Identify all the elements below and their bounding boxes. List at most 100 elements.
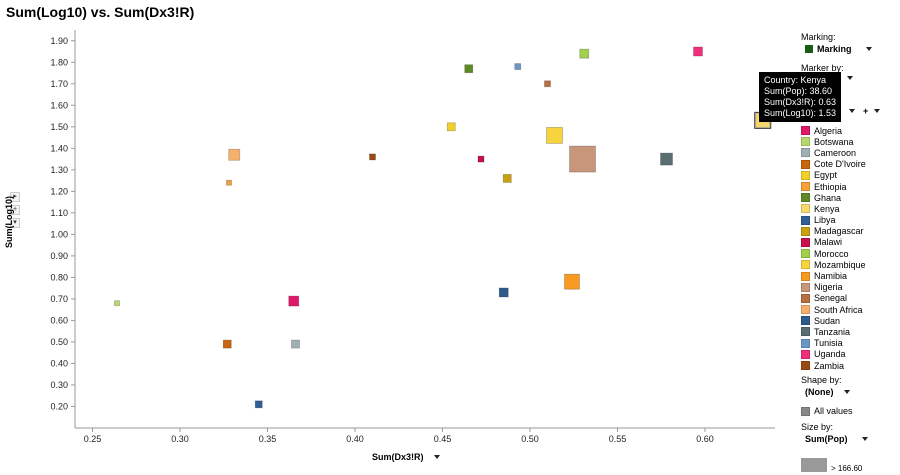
marker-by-dropdown[interactable] — [843, 76, 853, 80]
legend-swatch — [801, 305, 810, 315]
marking-color-swatch — [805, 45, 813, 53]
legend-item[interactable]: Ghana — [801, 192, 866, 203]
y-tick-label: 1.30 — [50, 165, 68, 175]
data-point-marker[interactable] — [369, 153, 376, 161]
all-values-swatch — [801, 406, 810, 416]
marking-value: Marking — [817, 44, 852, 54]
size-by-dropdown[interactable]: Sum(Pop) — [805, 434, 868, 444]
legend-label: Ethiopia — [814, 181, 847, 192]
legend-item[interactable]: Libya — [801, 215, 866, 226]
legend-swatch — [801, 271, 810, 281]
data-point-marker[interactable] — [228, 148, 241, 161]
legend-swatch — [801, 193, 810, 203]
color-add-icon[interactable]: + — [863, 106, 869, 116]
data-point-marker[interactable] — [226, 179, 232, 186]
color-legend: Algeria Botswana Cameroon Cote D'Ivoire Egyp… — [801, 125, 866, 371]
legend-item[interactable]: Kenya — [801, 203, 866, 214]
shape-by-dropdown[interactable]: (None) — [805, 387, 850, 397]
legend-item[interactable]: Cameroon — [801, 147, 866, 158]
legend-item[interactable]: Malawi — [801, 237, 866, 248]
y-axis-label[interactable]: Sum(Log10) — [4, 195, 14, 248]
legend-label: Tanzania — [814, 326, 851, 337]
y-tick-label: 1.40 — [50, 143, 68, 153]
marking-dropdown[interactable]: Marking — [805, 44, 872, 54]
legend-label: Algeria — [814, 125, 843, 136]
data-point-marker[interactable] — [544, 80, 551, 88]
legend-item[interactable]: Sudan — [801, 315, 866, 326]
marking-dropdown-icon — [865, 47, 872, 51]
legend-swatch — [801, 126, 810, 136]
y-axis-controls: ▸ + ▾ — [10, 192, 20, 228]
legend-item[interactable]: Madagascar — [801, 226, 866, 237]
data-point-marker[interactable] — [464, 64, 474, 74]
legend-item[interactable]: Ethiopia — [801, 181, 866, 192]
legend-panel: Marking: Marking Marker by: + Algeria Bot… — [801, 30, 900, 475]
data-point-marker[interactable] — [502, 174, 512, 183]
data-point-marker[interactable] — [564, 273, 580, 290]
x-axis-selector[interactable]: Sum(Dx3!R) — [372, 452, 440, 462]
x-tick-label: 0.45 — [434, 434, 452, 444]
y-tick-label: 0.60 — [50, 315, 68, 325]
color-dropdown-icon[interactable] — [849, 109, 855, 113]
x-tick-label: 0.25 — [84, 434, 102, 444]
data-point-marker[interactable] — [693, 46, 703, 57]
legend-item[interactable]: Uganda — [801, 349, 866, 360]
legend-label: Sudan — [814, 315, 841, 326]
legend-swatch — [801, 349, 810, 359]
legend-item[interactable]: Mozambique — [801, 259, 866, 270]
legend-swatch — [801, 260, 810, 270]
legend-swatch — [801, 226, 810, 236]
x-axis-dropdown-icon[interactable] — [433, 455, 440, 459]
legend-swatch — [801, 282, 810, 292]
y-axis-add-icon[interactable]: + — [10, 205, 20, 215]
legend-label: Morocco — [814, 248, 849, 259]
data-point-marker[interactable] — [477, 155, 485, 163]
legend-swatch — [801, 170, 810, 180]
data-point-marker[interactable] — [546, 127, 563, 144]
data-point-marker[interactable] — [254, 400, 263, 409]
legend-item[interactable]: Nigeria — [801, 282, 866, 293]
legend-item[interactable]: Tunisia — [801, 338, 866, 349]
y-axis-dropdown-icon[interactable]: ▾ — [10, 218, 20, 228]
tooltip: Country: Kenya Sum(Pop): 38.60 Sum(Dx3!R… — [759, 72, 842, 122]
data-point-marker[interactable] — [579, 48, 590, 59]
legend-label: Uganda — [814, 349, 846, 360]
data-point-marker[interactable] — [498, 287, 509, 298]
legend-item[interactable]: Morocco — [801, 248, 866, 259]
data-point-marker[interactable] — [660, 152, 673, 166]
y-tick-label: 1.10 — [50, 208, 68, 218]
data-point-marker[interactable] — [569, 145, 596, 173]
marker-by-label: Marker by: — [801, 63, 844, 73]
legend-item[interactable]: Egypt — [801, 170, 866, 181]
legend-item[interactable]: Botswana — [801, 136, 866, 147]
legend-item[interactable]: Tanzania — [801, 326, 866, 337]
legend-swatch — [801, 237, 810, 247]
legend-item[interactable]: Algeria — [801, 125, 866, 136]
y-tick-label: 0.50 — [50, 337, 68, 347]
data-point-marker[interactable] — [446, 122, 456, 132]
data-point-marker[interactable] — [222, 339, 232, 349]
color-more-icon[interactable] — [874, 109, 881, 113]
data-point-marker[interactable] — [288, 295, 300, 307]
legend-label: Tunisia — [814, 338, 843, 349]
legend-swatch — [801, 316, 810, 326]
y-axis-expand-icon[interactable]: ▸ — [10, 192, 20, 202]
data-point-marker[interactable] — [114, 300, 120, 307]
legend-swatch — [801, 182, 810, 192]
legend-label: Mozambique — [814, 259, 866, 270]
shape-by-value: (None) — [805, 387, 834, 397]
legend-swatch — [801, 249, 810, 259]
x-tick-label: 0.35 — [259, 434, 277, 444]
shape-by-label: Shape by: — [801, 375, 842, 385]
legend-item[interactable]: Senegal — [801, 293, 866, 304]
legend-label: Ghana — [814, 192, 842, 203]
data-point-marker[interactable] — [514, 63, 522, 70]
legend-item[interactable]: South Africa — [801, 304, 866, 315]
chart-title: Sum(Log10) vs. Sum(Dx3!R) — [6, 4, 195, 20]
legend-label: Kenya — [814, 203, 840, 214]
legend-item[interactable]: Cote D'Ivoire — [801, 159, 866, 170]
data-point-marker[interactable] — [291, 339, 300, 349]
legend-item[interactable]: Zambia — [801, 360, 866, 371]
legend-item[interactable]: Namibia — [801, 270, 866, 281]
plot-area: 0.20 0.30 0.40 0.50 0.60 0.70 0.80 0.90 1.00 1.10… — [50, 30, 775, 444]
